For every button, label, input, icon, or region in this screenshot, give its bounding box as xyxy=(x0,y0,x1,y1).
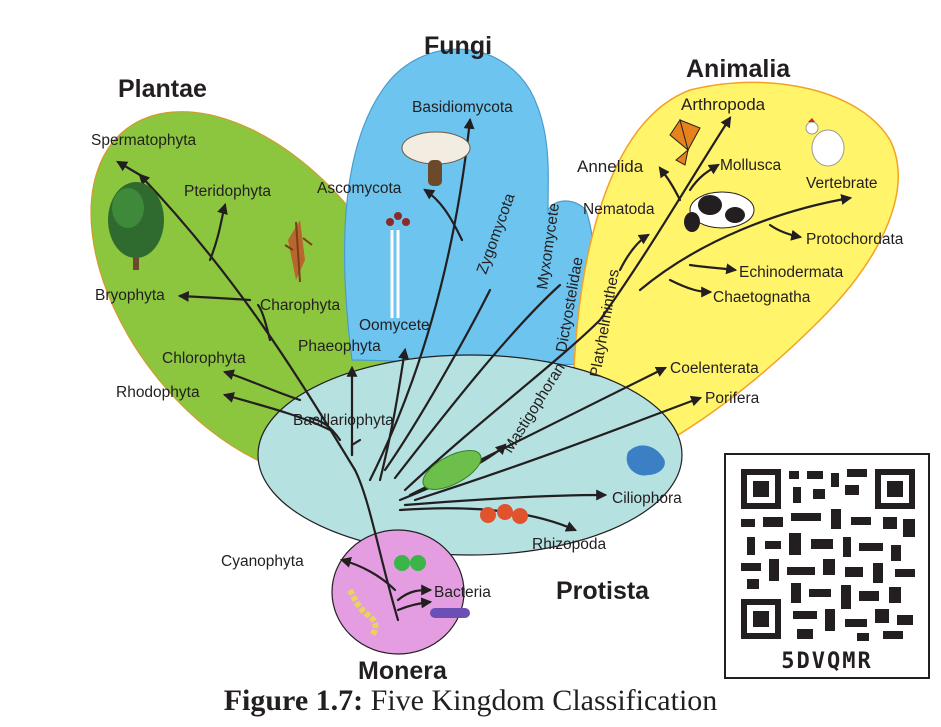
chicken-illustration xyxy=(805,118,845,167)
kingdom-plantae-label: Plantae xyxy=(118,75,207,103)
taxon-phaeophyta: Phaeophyta xyxy=(298,338,381,355)
taxon-annelida: Annelida xyxy=(577,157,644,176)
figure-caption: Figure 1.7: Five Kingdom Classification xyxy=(0,684,941,718)
qr-code-label: 5DVQMR xyxy=(781,649,873,674)
tree-illustration xyxy=(108,182,164,270)
taxon-charophyta: Charophyta xyxy=(260,297,341,314)
animalia-region xyxy=(573,81,899,441)
slime-mold-illustration xyxy=(480,504,528,524)
cow-illustration xyxy=(684,191,755,232)
butterfly-illustration xyxy=(669,118,701,166)
bacillus-illustration xyxy=(430,608,470,618)
taxon-ascomycota: Ascomycota xyxy=(317,180,402,197)
taxon-chlorophyta: Chlorophyta xyxy=(162,350,246,367)
taxon-mollusca: Mollusca xyxy=(720,157,782,174)
mold-illustration xyxy=(386,212,410,318)
kingdom-animalia-label: Animalia xyxy=(686,55,791,83)
taxon-pteridophyta: Pteridophyta xyxy=(184,183,271,200)
taxon-oomycete: Oomycete xyxy=(359,317,430,334)
mushroom-illustration xyxy=(401,131,471,186)
amoeba-illustration xyxy=(626,445,665,476)
euglena-illustration xyxy=(422,450,482,490)
taxon-rhizopoda: Rhizopoda xyxy=(532,536,606,553)
kingdom-protista-label: Protista xyxy=(556,577,650,605)
taxon-nematoda: Nematoda xyxy=(583,201,655,218)
taxon-protochordata: Protochordata xyxy=(806,231,904,248)
fern-illustration xyxy=(284,220,313,283)
taxon-porifera: Porifera xyxy=(705,390,760,407)
taxon-vertebrate: Vertebrate xyxy=(806,175,878,192)
taxon-cyanophyta: Cyanophyta xyxy=(221,553,304,570)
figure-title: Five Kingdom Classification xyxy=(370,684,718,717)
phylogenetic-branches xyxy=(116,116,853,622)
taxon-bryophyta: Bryophyta xyxy=(95,287,165,304)
taxon-coelenterata: Coelenterata xyxy=(670,360,759,377)
taxon-ciliophora: Ciliophora xyxy=(612,490,682,507)
qr-code-pattern xyxy=(741,469,915,641)
cocci-illustration xyxy=(394,555,426,571)
kingdom-fungi-label: Fungi xyxy=(424,32,492,60)
taxon-chaetognatha: Chaetognatha xyxy=(713,289,811,306)
taxon-bacteria: Bacteria xyxy=(434,584,491,601)
taxon-spermatophyta: Spermatophyta xyxy=(91,132,196,149)
kingdom-monera-label: Monera xyxy=(358,657,448,685)
fungi-region xyxy=(343,48,597,366)
cyanobacteria-filament xyxy=(347,588,379,637)
taxon-echinodermata: Echinodermata xyxy=(739,264,844,281)
monera-region xyxy=(331,529,465,655)
qr-code[interactable]: 5DVQMR xyxy=(724,453,930,679)
taxon-bacillariophyta: Bacillariophyta xyxy=(293,412,394,429)
taxon-rhodophyta: Rhodophyta xyxy=(116,384,200,401)
taxon-arthropoda: Arthropoda xyxy=(681,95,766,114)
figure-number: Figure 1.7: xyxy=(223,684,364,717)
taxon-basidiomycota: Basidiomycota xyxy=(412,99,513,116)
